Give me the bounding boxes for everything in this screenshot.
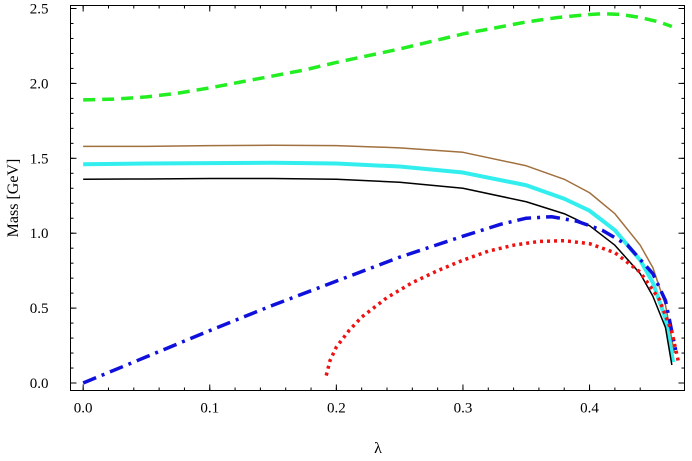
y-tick-label: 1.0 [30,226,49,242]
x-tick-label: 0.3 [454,401,473,417]
series-line-5 [82,214,678,385]
x-tick-label: 0.0 [74,401,93,417]
x-tick-label: 0.4 [580,401,599,417]
x-tick-label: 0.2 [327,401,346,417]
y-axis-label: Mass [GeV] [5,159,22,238]
series-line-1 [83,11,673,102]
series-line-4 [83,177,673,366]
y-tick-label: 2.0 [30,76,49,92]
plot-frame [70,5,685,391]
series-line-2 [83,144,676,354]
y-tick-label: 2.5 [30,1,49,17]
y-tick-label: 0.5 [30,301,49,317]
y-axis: 0.0 0.5 1.0 1.5 2.0 2.5 [30,1,685,392]
series-line-6 [324,238,680,376]
x-axis-label: λ [374,440,382,457]
y-tick-label: 1.5 [30,151,49,167]
y-tick-label: 0.0 [30,376,49,392]
x-axis: 0.0 0.1 0.2 0.3 0.4 [74,5,641,417]
x-tick-label: 0.1 [200,401,219,417]
series-line-3 [83,160,676,363]
series-layer [82,11,680,385]
